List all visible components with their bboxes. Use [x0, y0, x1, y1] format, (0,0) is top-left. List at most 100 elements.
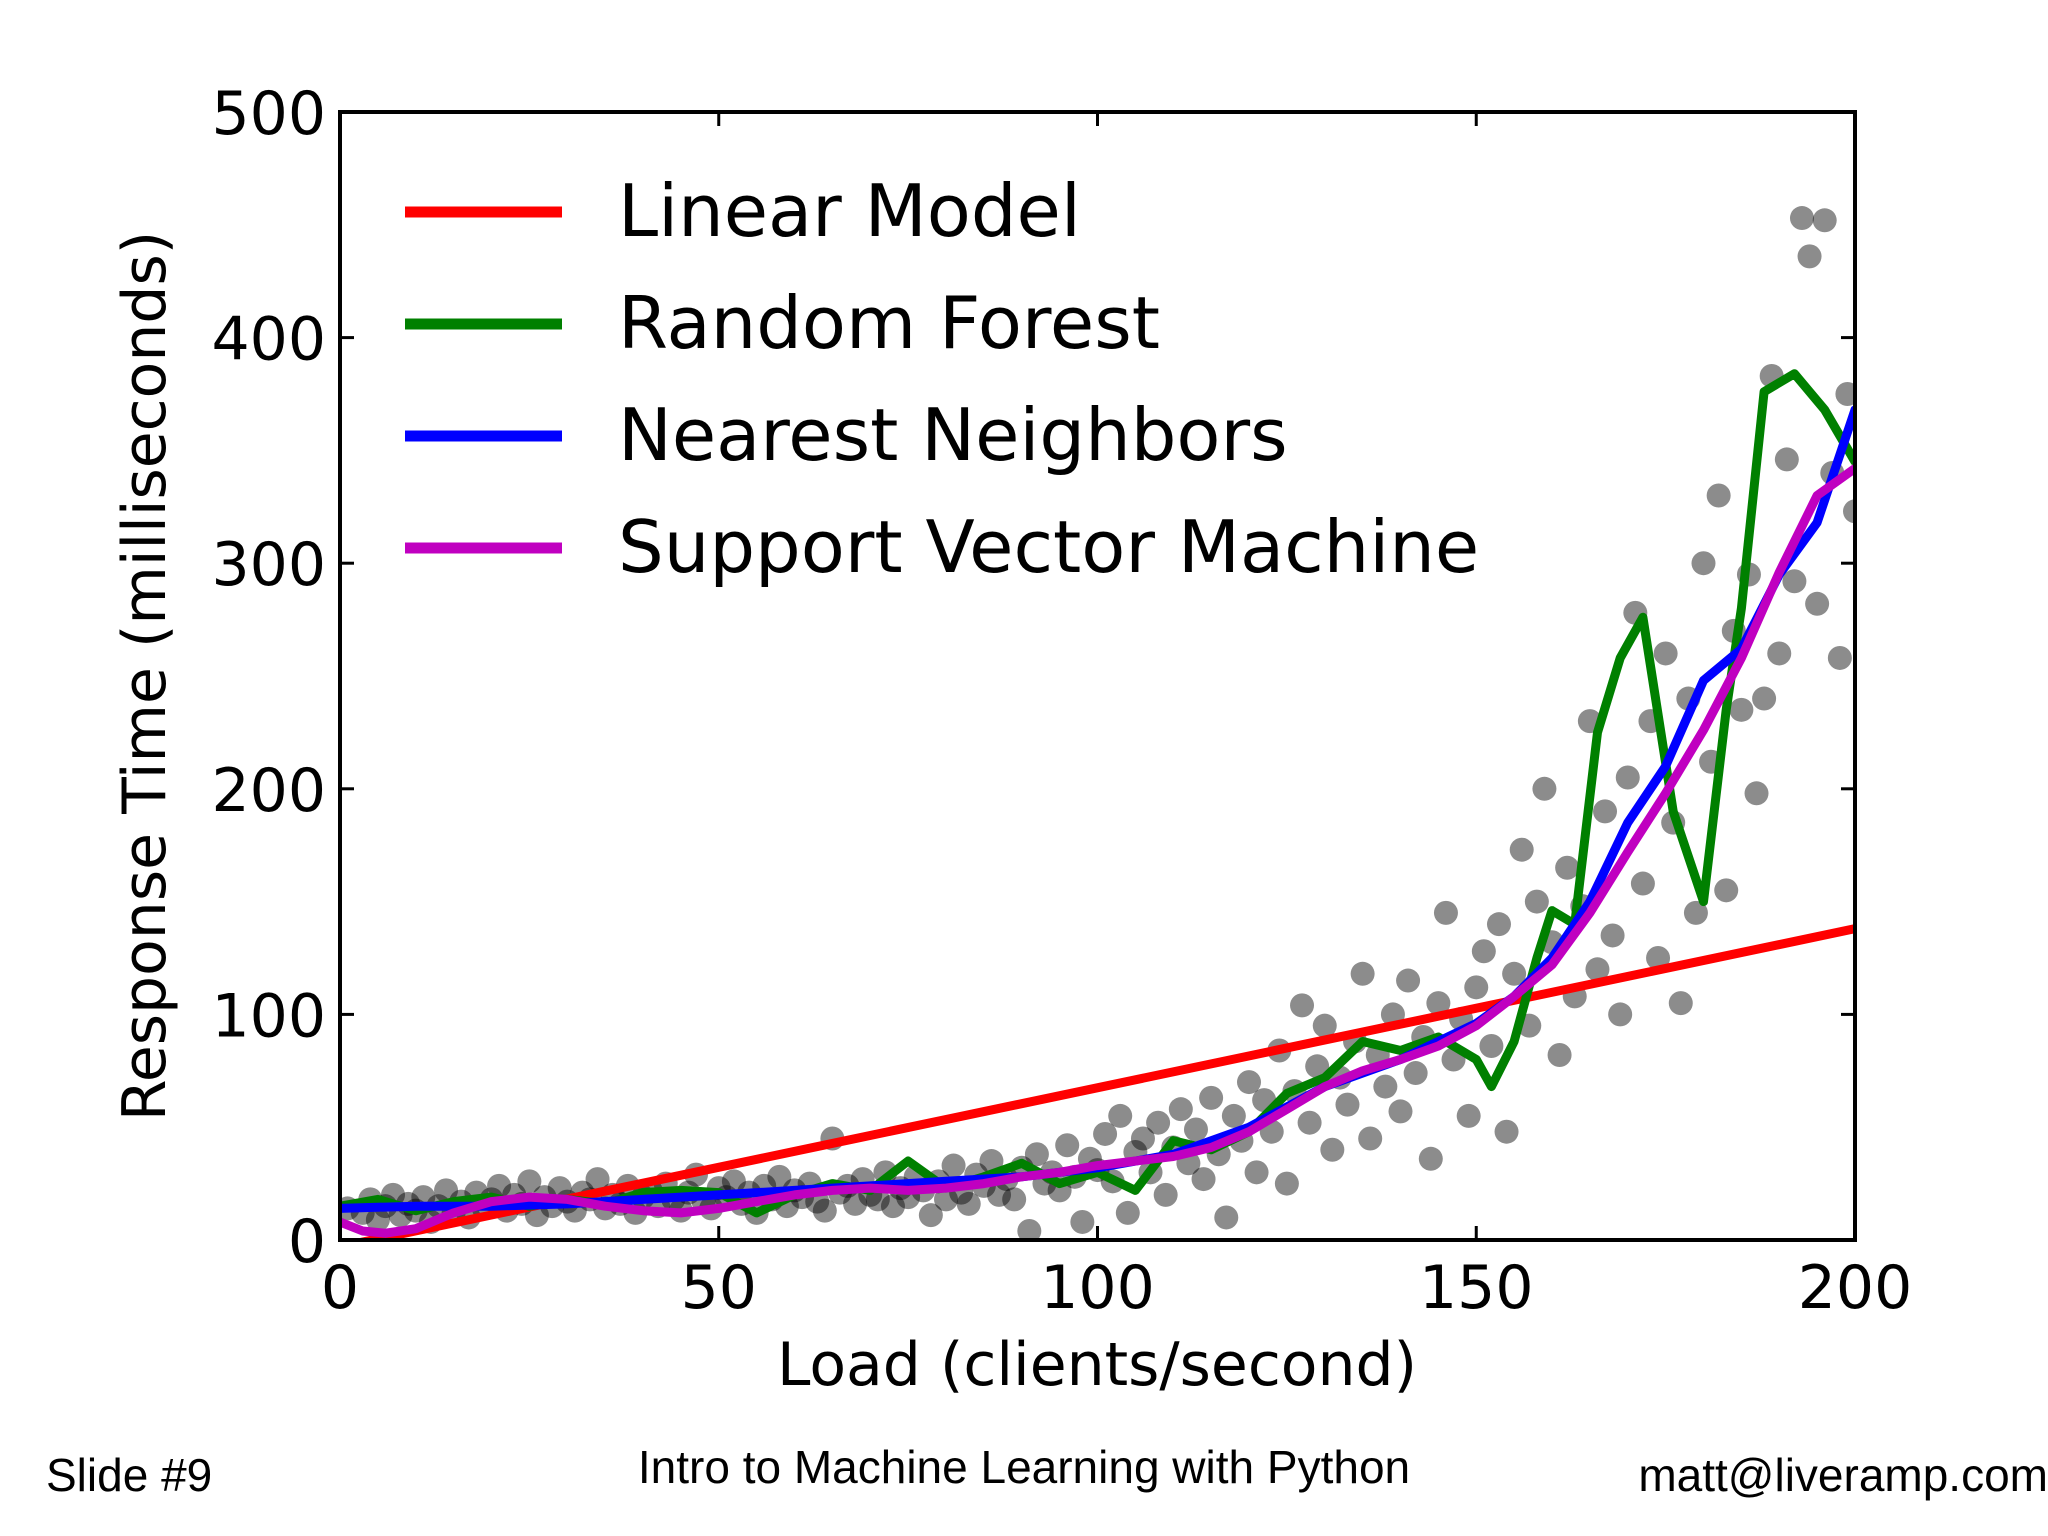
data-point: [1418, 1146, 1443, 1171]
data-point: [1706, 483, 1731, 508]
data-point: [1471, 939, 1496, 964]
y-tick-label: 200: [211, 756, 326, 826]
chart: 0 50 100 150 200 0 100 200 300 400 500 Linear Mode…: [110, 79, 1912, 1400]
data-point: [1691, 551, 1716, 576]
data-point: [1585, 957, 1610, 982]
data-point: [1683, 900, 1708, 925]
footer-slide-number: Slide #9: [46, 1449, 213, 1501]
data-point: [517, 1169, 542, 1194]
data-point: [1297, 1110, 1322, 1135]
data-point: [1827, 645, 1852, 670]
data-point: [1024, 1142, 1049, 1167]
data-point: [1615, 765, 1640, 790]
data-point: [1797, 244, 1822, 269]
data-point: [1168, 1097, 1193, 1122]
legend-label: Random Forest: [618, 281, 1160, 365]
data-point: [812, 1198, 837, 1223]
data-point: [1358, 1126, 1383, 1151]
data-point: [1191, 1167, 1216, 1192]
data-point: [1373, 1074, 1398, 1099]
data-point: [1221, 1103, 1246, 1128]
data-point: [1146, 1110, 1171, 1135]
plot-background: [340, 112, 1855, 1240]
data-point: [1350, 961, 1375, 986]
data-point: [1805, 591, 1830, 616]
data-point: [1093, 1121, 1118, 1146]
data-point: [1396, 968, 1421, 993]
data-point: [1494, 1119, 1519, 1144]
x-axis-label: Load (clients/second): [777, 1330, 1417, 1400]
data-point: [1752, 686, 1777, 711]
data-point: [1532, 776, 1557, 801]
data-point: [1843, 499, 1855, 524]
data-point: [434, 1178, 459, 1203]
legend-label: Support Vector Machine: [618, 505, 1479, 589]
data-point: [1305, 1054, 1330, 1079]
axis-ticks: 0 50 100 150 200 0 100 200 300 400 500: [211, 79, 1912, 1323]
data-point: [1335, 1092, 1360, 1117]
data-point: [1403, 1061, 1428, 1086]
footer-email: matt@liveramp.com: [1638, 1449, 2048, 1501]
x-tick-label: 200: [1798, 1253, 1913, 1323]
data-point: [1835, 382, 1855, 406]
legend-label: Nearest Neighbors: [618, 393, 1288, 477]
data-point: [1388, 1099, 1413, 1124]
data-point: [1668, 991, 1693, 1016]
data-point: [1274, 1171, 1299, 1196]
x-tick-label: 50: [681, 1253, 757, 1323]
data-point: [1555, 855, 1580, 880]
data-point: [1774, 447, 1799, 472]
data-point: [1464, 975, 1489, 1000]
data-point: [1547, 1043, 1572, 1068]
data-point: [1017, 1218, 1042, 1240]
data-point: [987, 1182, 1012, 1207]
data-point: [1002, 1187, 1027, 1212]
data-point: [1789, 206, 1814, 231]
data-point: [918, 1203, 943, 1228]
data-point: [1237, 1070, 1261, 1095]
data-point: [1199, 1085, 1224, 1110]
data-point: [1524, 889, 1549, 914]
data-point: [1244, 1160, 1269, 1185]
data-point: [1593, 799, 1618, 824]
data-point: [934, 1187, 958, 1212]
data-point: [1214, 1205, 1239, 1230]
data-point: [487, 1173, 512, 1198]
data-point: [1320, 1137, 1345, 1162]
data-point: [843, 1191, 868, 1216]
data-point: [1312, 1013, 1337, 1038]
data-point: [1729, 697, 1754, 722]
x-tick-label: 150: [1419, 1253, 1534, 1323]
data-point: [1630, 871, 1655, 896]
data-point: [1183, 1117, 1208, 1142]
y-tick-label: 300: [211, 530, 326, 600]
legend: Linear Model Random Forest Nearest Neighbo…: [405, 169, 1479, 589]
data-point: [1479, 1033, 1504, 1058]
data-point: [956, 1191, 981, 1216]
data-point: [1070, 1209, 1095, 1234]
data-point: [365, 1207, 390, 1232]
series-line-support-vector-machine: [340, 463, 1855, 1238]
data-point: [1486, 912, 1511, 937]
x-tick-label: 100: [1040, 1253, 1155, 1323]
data-point: [1153, 1182, 1178, 1207]
footer-title: Intro to Machine Learning with Python: [637, 1441, 1411, 1493]
data-point: [1646, 946, 1671, 970]
data-point: [1502, 961, 1527, 986]
data-point: [1456, 1103, 1481, 1128]
data-point: [1714, 878, 1739, 903]
y-tick-label: 0: [288, 1207, 326, 1277]
data-point: [1108, 1103, 1133, 1128]
data-point: [1426, 991, 1451, 1016]
y-tick-label: 400: [211, 305, 326, 375]
data-point: [1290, 993, 1315, 1018]
data-point: [1812, 208, 1837, 233]
data-point: [767, 1164, 792, 1189]
y-axis-label: Response Time (milliseconds): [110, 231, 180, 1121]
data-point: [1055, 1133, 1080, 1158]
x-tick-label: 0: [321, 1253, 359, 1323]
data-point: [1130, 1126, 1155, 1151]
data-point: [1653, 641, 1678, 666]
legend-label: Linear Model: [618, 169, 1081, 253]
data-point: [721, 1169, 746, 1194]
